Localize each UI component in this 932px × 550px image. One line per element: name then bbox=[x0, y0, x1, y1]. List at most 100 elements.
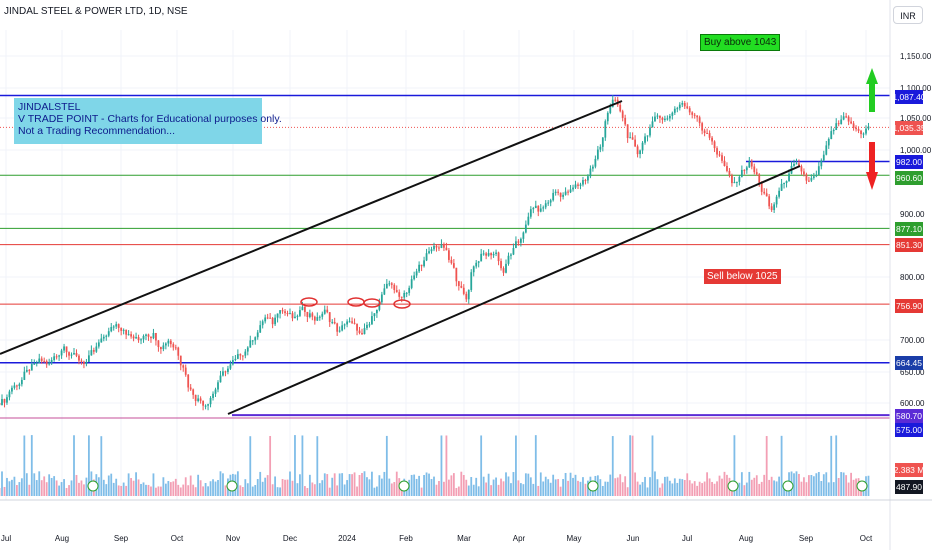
volume-bar bbox=[246, 483, 249, 496]
volume-bar bbox=[264, 477, 267, 496]
candle-body bbox=[313, 316, 316, 321]
volume-bar bbox=[673, 478, 676, 496]
volume-bar bbox=[236, 471, 239, 496]
candle-body bbox=[544, 203, 547, 208]
volume-bar bbox=[331, 477, 334, 496]
candle-body bbox=[524, 224, 527, 233]
candle-body bbox=[825, 145, 828, 155]
candle-body bbox=[731, 175, 733, 184]
price-level-text: 1,035.35 bbox=[892, 123, 925, 133]
volume-bar bbox=[271, 484, 274, 496]
volume-bar bbox=[413, 474, 416, 496]
candle-body bbox=[450, 259, 453, 264]
volume-bar bbox=[150, 486, 152, 496]
volume-bar bbox=[626, 487, 629, 496]
volume-bar bbox=[346, 480, 349, 496]
candle-body bbox=[646, 135, 649, 137]
candle-body bbox=[172, 344, 175, 348]
volume-bar bbox=[500, 478, 502, 496]
candle-body bbox=[306, 311, 309, 317]
candle-body bbox=[155, 333, 157, 341]
price-level-text: 575.00 bbox=[896, 425, 922, 435]
volume-bar bbox=[470, 477, 473, 496]
volume-bar bbox=[50, 477, 53, 496]
volume-bar bbox=[569, 472, 572, 496]
volume-bar bbox=[492, 479, 495, 496]
volume-bar bbox=[701, 483, 704, 496]
candle-body bbox=[659, 115, 661, 118]
volume-bar bbox=[711, 481, 713, 496]
volume-bar bbox=[636, 481, 639, 496]
volume-bar bbox=[408, 479, 411, 496]
candle-body bbox=[549, 200, 552, 203]
volume-bar bbox=[65, 487, 68, 496]
candle-body bbox=[363, 328, 366, 335]
candle-body bbox=[63, 346, 65, 351]
volume-bar bbox=[127, 473, 130, 496]
candle-body bbox=[522, 232, 525, 239]
candle-body bbox=[371, 316, 373, 325]
volume-bar bbox=[830, 435, 833, 496]
x-tick-label: Aug bbox=[55, 534, 69, 543]
volume-bar bbox=[296, 483, 299, 496]
candle-body bbox=[807, 180, 810, 182]
candle-body bbox=[780, 183, 783, 191]
volume-bar bbox=[760, 481, 763, 496]
volume-bar bbox=[266, 475, 269, 496]
time-axis: Jul Aug Sep Oct Nov Dec 2024 Feb Mar Apr May Jun Jul… bbox=[0, 499, 932, 543]
volume-bar bbox=[850, 472, 853, 496]
currency-selector[interactable]: INR bbox=[893, 6, 923, 24]
candle-body bbox=[346, 321, 349, 325]
sell-arrow-icon bbox=[866, 142, 878, 190]
volume-bar bbox=[522, 484, 525, 496]
candle-body bbox=[92, 350, 95, 352]
candle-body bbox=[726, 165, 728, 171]
candle-body bbox=[6, 397, 8, 403]
candle-body bbox=[291, 313, 294, 319]
volume-bar bbox=[656, 479, 659, 496]
volume-bar bbox=[507, 476, 510, 496]
candle-body bbox=[440, 244, 443, 248]
volume-bar bbox=[368, 479, 371, 496]
volume-bar bbox=[778, 476, 781, 496]
volume-bar bbox=[686, 473, 689, 496]
candle-body bbox=[500, 261, 502, 269]
candle-body bbox=[281, 310, 284, 312]
candle-body bbox=[512, 248, 515, 255]
volume-bar bbox=[343, 484, 346, 496]
volume-bar bbox=[447, 479, 450, 496]
candle-body bbox=[470, 272, 473, 290]
volume-bar bbox=[308, 474, 311, 496]
candle-body bbox=[231, 359, 234, 365]
candle-body bbox=[832, 129, 835, 132]
y-tick-label: 700.00 bbox=[900, 336, 925, 345]
candle-body bbox=[577, 184, 579, 186]
candle-body bbox=[760, 182, 763, 192]
volume-bar bbox=[708, 478, 711, 496]
volume-bar bbox=[393, 482, 396, 496]
volume-bar bbox=[187, 485, 190, 496]
candle-body bbox=[629, 137, 632, 139]
volume-bar bbox=[835, 435, 838, 496]
volume-bar bbox=[152, 473, 155, 496]
volume-bar bbox=[15, 485, 18, 496]
candle-body bbox=[204, 405, 207, 407]
candle-body bbox=[187, 374, 190, 388]
candle-body bbox=[567, 191, 569, 193]
volume-bar bbox=[169, 482, 172, 496]
volume-bar bbox=[743, 485, 746, 496]
candle-body bbox=[462, 287, 465, 294]
candle-body bbox=[666, 118, 669, 120]
volume-bar bbox=[418, 475, 421, 496]
volume-bar bbox=[145, 484, 147, 496]
volume-bar bbox=[544, 476, 547, 496]
volume-bar bbox=[214, 481, 217, 496]
volume-bar bbox=[122, 482, 125, 496]
candle-body bbox=[169, 340, 172, 345]
price-level-text: 664.45 bbox=[896, 358, 922, 368]
volume-bar bbox=[631, 435, 634, 496]
candle-body bbox=[800, 166, 803, 172]
volume-bar bbox=[634, 472, 637, 496]
price-level-text: 580.70 bbox=[896, 411, 922, 421]
